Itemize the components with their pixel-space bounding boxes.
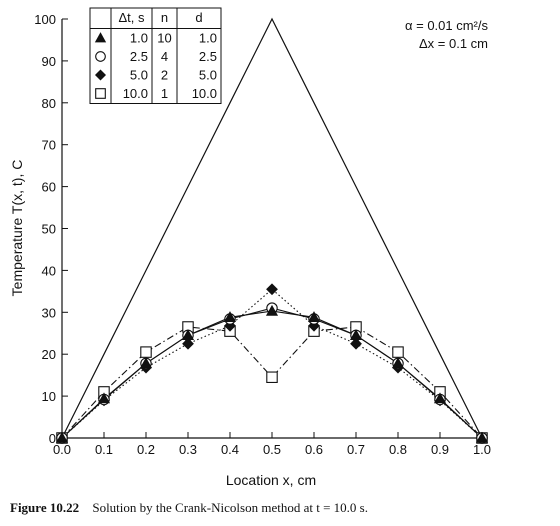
series-markers-square-open	[56, 321, 488, 444]
diamond-marker	[350, 337, 362, 350]
diamond-marker	[182, 337, 194, 350]
square-marker	[140, 346, 152, 358]
x-axis-label: Location x, cm	[226, 472, 316, 488]
y-axis-ticks: 0 10 20 30 40 50 60 70 80 90 100	[34, 12, 68, 446]
x-tick-label: 0.2	[137, 442, 155, 457]
x-axis-ticks: 0.0 0.1 0.2 0.3 0.4 0.5 0.6 0.7 0.8 0.9 1.0	[53, 432, 491, 457]
series-layer	[55, 283, 489, 444]
legend-d: 1.0	[199, 31, 217, 46]
triangle-marker	[181, 329, 195, 341]
figure-caption: Figure 10.22 Solution by the Crank-Nicol…	[10, 500, 550, 516]
legend-d: 5.0	[199, 68, 217, 83]
caption-text: Solution by the Crank-Nicolson method at…	[92, 500, 368, 515]
x-tick-label: 0.1	[95, 442, 113, 457]
diamond-marker	[94, 69, 107, 81]
x-tick-label: 0.3	[179, 442, 197, 457]
y-tick-label: 100	[34, 12, 56, 27]
legend-dt: 10.0	[123, 86, 148, 101]
x-tick-label: 0.7	[347, 442, 365, 457]
triangle-marker	[97, 392, 111, 404]
triangle-marker	[349, 329, 363, 341]
caption-number: Figure 10.22	[10, 500, 80, 515]
legend-dt: 5.0	[130, 68, 148, 83]
y-tick-label: 70	[42, 138, 56, 153]
y-tick-label: 50	[42, 222, 56, 237]
y-tick-label: 30	[42, 305, 56, 320]
y-tick-label: 20	[42, 347, 56, 362]
diamond-marker	[266, 283, 278, 296]
x-tick-label: 1.0	[473, 442, 491, 457]
diamond-marker	[224, 319, 236, 332]
x-tick-label: 0.9	[431, 442, 449, 457]
legend-n: 1	[161, 86, 168, 101]
legend-n: 10	[157, 31, 171, 46]
triangle-marker	[94, 32, 107, 43]
y-tick-label: 40	[42, 263, 56, 278]
triangle-marker	[139, 357, 153, 369]
legend-d: 2.5	[199, 49, 217, 64]
legend-table: Δt, s n d 1.0 10 1.0 2.5 4 2.5 5.0 2 5.0 10.0 1 10.0	[89, 7, 222, 104]
triangle-marker	[391, 357, 405, 369]
legend-header: n	[161, 10, 168, 25]
y-tick-label: 80	[42, 96, 56, 111]
initial-condition-line	[61, 17, 483, 439]
x-tick-label: 0.5	[263, 442, 281, 457]
legend-dt: 1.0	[130, 31, 148, 46]
square-marker	[266, 371, 278, 383]
initial-condition-polyline	[61, 17, 483, 439]
circle-marker	[95, 51, 106, 62]
legend-header: Δt, s	[118, 10, 145, 25]
legend-header: d	[195, 10, 202, 25]
x-tick-label: 0.0	[53, 442, 71, 457]
square-marker	[95, 88, 106, 99]
y-tick-label: 10	[42, 389, 56, 404]
legend-n: 2	[161, 68, 168, 83]
annotation-alpha: α = 0.01 cm²/s	[405, 18, 489, 33]
square-marker	[392, 346, 404, 358]
x-tick-label: 0.6	[305, 442, 323, 457]
legend-frame	[89, 7, 222, 104]
triangle-marker	[55, 431, 69, 443]
legend-dt: 2.5	[130, 49, 148, 64]
x-tick-label: 0.8	[389, 442, 407, 457]
legend-n: 4	[161, 49, 168, 64]
annotation-dx: Δx = 0.1 cm	[419, 36, 488, 51]
y-tick-label: 0	[49, 431, 56, 446]
triangle-marker	[223, 311, 237, 322]
y-tick-label: 60	[42, 180, 56, 195]
y-tick-label: 90	[42, 54, 56, 69]
triangle-marker	[307, 311, 321, 322]
triangle-marker	[475, 431, 489, 443]
legend-d: 10.0	[192, 86, 217, 101]
triangle-marker	[433, 392, 447, 404]
x-tick-label: 0.4	[221, 442, 239, 457]
y-axis-label: Temperature T(x, t), C	[9, 160, 25, 297]
series-markers-triangle-filled	[55, 304, 489, 443]
triangle-marker	[265, 304, 279, 316]
